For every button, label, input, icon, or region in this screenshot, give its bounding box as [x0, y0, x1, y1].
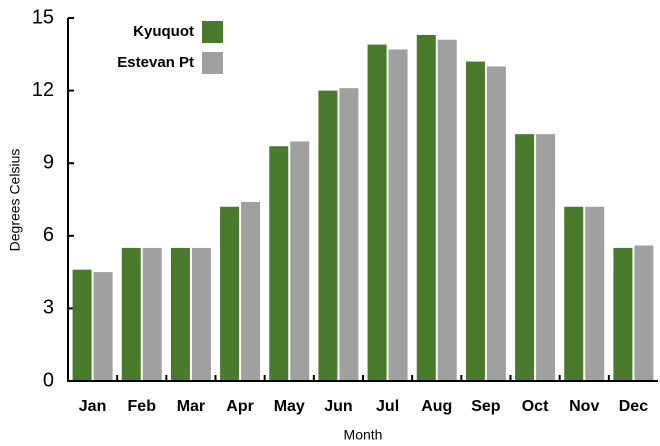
bar: [486, 66, 506, 382]
y-tick-label: 0: [43, 369, 54, 391]
x-tick-label: May: [274, 398, 305, 415]
bar: [634, 245, 654, 381]
y-tick-label: 3: [43, 297, 54, 319]
bar: [72, 269, 92, 381]
x-tick-label: Jan: [79, 398, 107, 415]
y-tick-label: 12: [32, 79, 54, 101]
bar: [465, 61, 485, 382]
bar: [536, 134, 556, 381]
x-tick-label: Aug: [421, 398, 452, 415]
bar: [564, 206, 584, 381]
bar: [437, 39, 457, 381]
y-tick-label: 9: [43, 151, 54, 173]
bar: [585, 206, 605, 381]
x-tick-label: Dec: [619, 398, 648, 415]
x-tick-label: Jul: [376, 398, 399, 415]
bar: [388, 49, 408, 382]
bar: [416, 34, 436, 381]
legend-label: Kyuquot: [133, 23, 194, 40]
x-tick-label: Jun: [324, 398, 352, 415]
bar: [191, 247, 211, 381]
bar: [339, 88, 359, 382]
bar: [318, 90, 338, 381]
bar: [170, 247, 190, 381]
x-axis-label: Month: [344, 427, 383, 443]
bar: [269, 146, 289, 381]
x-tick-label: Sep: [471, 398, 501, 415]
legend-swatch: [202, 52, 223, 74]
x-tick-label: Nov: [569, 398, 599, 415]
legend-label: Estevan Pt: [117, 54, 194, 71]
y-tick-label: 15: [32, 6, 54, 28]
bar: [121, 247, 141, 381]
bar: [220, 206, 240, 381]
x-tick-label: Oct: [522, 398, 549, 415]
x-tick-label: Mar: [177, 398, 205, 415]
y-tick-label: 6: [43, 224, 54, 246]
bar: [290, 141, 310, 381]
x-tick-label: Feb: [128, 398, 157, 415]
legend-swatch: [202, 21, 223, 43]
x-tick-label: Apr: [226, 398, 254, 415]
bar: [142, 247, 162, 381]
bar: [367, 44, 387, 382]
bar: [241, 201, 261, 381]
bar: [613, 247, 633, 381]
y-axis-label: Degrees Celsius: [7, 149, 23, 252]
bar: [93, 272, 113, 381]
bar: [515, 134, 535, 381]
